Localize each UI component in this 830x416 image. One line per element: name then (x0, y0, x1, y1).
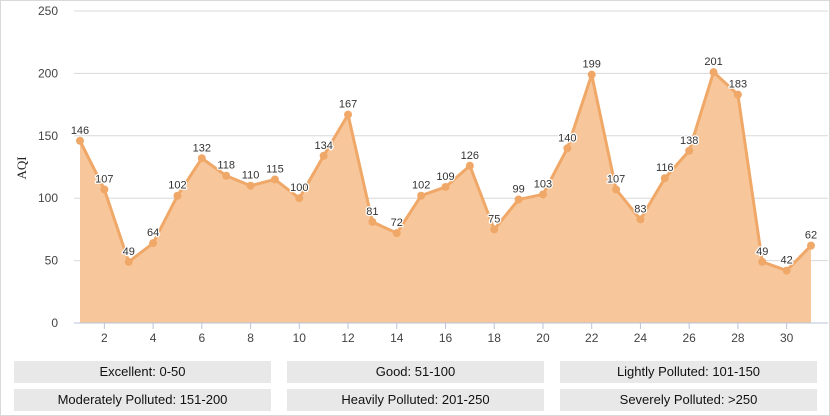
data-point (441, 182, 450, 191)
data-label: 64 (147, 227, 159, 239)
x-tick-label: 10 (293, 331, 307, 345)
data-label: 107 (95, 173, 113, 185)
data-label: 138 (680, 135, 698, 147)
x-tick-label: 22 (585, 331, 599, 345)
data-point (709, 68, 718, 77)
data-label: 140 (558, 132, 576, 144)
data-point (270, 175, 279, 184)
x-tick-label: 26 (682, 331, 696, 345)
data-point (368, 217, 377, 226)
legend-row-2: Moderately Polluted: 151-200 Heavily Pol… (14, 389, 817, 411)
x-tick-label: 18 (488, 331, 502, 345)
y-tick-label: 250 (38, 4, 58, 18)
legend-good: Good: 51-100 (287, 361, 544, 383)
data-label: 134 (314, 140, 332, 152)
x-tick-label: 16 (439, 331, 453, 345)
data-point (612, 185, 621, 194)
data-point (538, 190, 547, 199)
data-point (807, 241, 815, 250)
data-label: 75 (488, 213, 500, 225)
area-series (76, 68, 815, 323)
data-label: 72 (391, 217, 403, 229)
area-fill (80, 72, 811, 323)
data-point (465, 161, 474, 170)
data-label: 109 (436, 171, 454, 183)
data-label: 116 (656, 162, 674, 174)
data-point (246, 181, 255, 190)
x-tick-label: 30 (780, 331, 794, 345)
data-point (222, 171, 231, 180)
data-point (490, 225, 499, 234)
data-point (295, 194, 304, 203)
data-point (319, 151, 328, 160)
x-tick-label: 8 (247, 331, 254, 345)
x-tick-label: 6 (198, 331, 205, 345)
data-point (514, 195, 523, 204)
data-label: 49 (123, 246, 135, 258)
data-point (100, 185, 109, 194)
data-point (124, 257, 133, 266)
data-label: 83 (634, 203, 646, 215)
data-label: 199 (583, 59, 601, 71)
y-tick-label: 150 (38, 129, 58, 143)
data-point (149, 239, 158, 248)
data-point (587, 70, 596, 79)
data-label: 81 (366, 206, 378, 218)
legend-row-1: Excellent: 0-50 Good: 51-100 Lightly Pol… (14, 361, 817, 383)
y-axis-label: AQI (14, 156, 29, 179)
data-point (417, 191, 426, 200)
x-tick-label: 2 (101, 331, 108, 345)
data-label: 62 (805, 230, 817, 242)
data-label: 99 (512, 183, 524, 195)
data-point (392, 229, 401, 238)
legend-severely-polluted: Severely Polluted: >250 (560, 389, 817, 411)
data-label: 201 (704, 56, 722, 68)
data-label: 103 (534, 178, 552, 190)
data-label: 42 (781, 255, 793, 267)
data-point (173, 191, 182, 200)
data-label: 126 (461, 150, 479, 162)
legend-lightly-polluted: Lightly Polluted: 101-150 (560, 361, 817, 383)
data-point (563, 144, 572, 153)
x-tick-label: 4 (150, 331, 157, 345)
data-point (197, 154, 206, 163)
x-tick-label: 28 (731, 331, 745, 345)
legend-heavily-polluted: Heavily Polluted: 201-250 (287, 389, 544, 411)
data-label: 110 (242, 170, 260, 182)
data-point (76, 136, 84, 145)
x-tick-label: 24 (634, 331, 648, 345)
data-label: 118 (217, 160, 235, 172)
data-point (685, 146, 694, 155)
data-label: 132 (193, 142, 211, 154)
data-point (636, 215, 645, 224)
data-label: 107 (607, 173, 625, 185)
data-labels: 146 107 49 64 102 132 118 110 115 100 134 167 81 72 10… (70, 55, 819, 268)
data-point (344, 110, 353, 119)
data-label: 183 (729, 79, 747, 91)
data-point (758, 257, 767, 266)
legend-excellent: Excellent: 0-50 (14, 361, 271, 383)
x-tick-label: 14 (390, 331, 404, 345)
data-label: 100 (290, 182, 308, 194)
x-tick-label: 20 (536, 331, 550, 345)
data-point (660, 174, 669, 183)
legend-moderately-polluted: Moderately Polluted: 151-200 (14, 389, 271, 411)
x-tick-label: 12 (341, 331, 355, 345)
data-label: 49 (756, 246, 768, 258)
data-point (733, 90, 742, 99)
data-label: 167 (339, 99, 357, 111)
data-label: 115 (266, 163, 284, 175)
y-tick-label: 200 (38, 66, 58, 80)
y-tick-label: 100 (38, 191, 58, 205)
data-point (782, 266, 791, 275)
y-tick-label: 0 (51, 316, 58, 330)
y-tick-label: 50 (45, 254, 59, 268)
data-label: 146 (71, 125, 89, 137)
data-label: 102 (168, 180, 186, 192)
data-label: 102 (412, 180, 430, 192)
